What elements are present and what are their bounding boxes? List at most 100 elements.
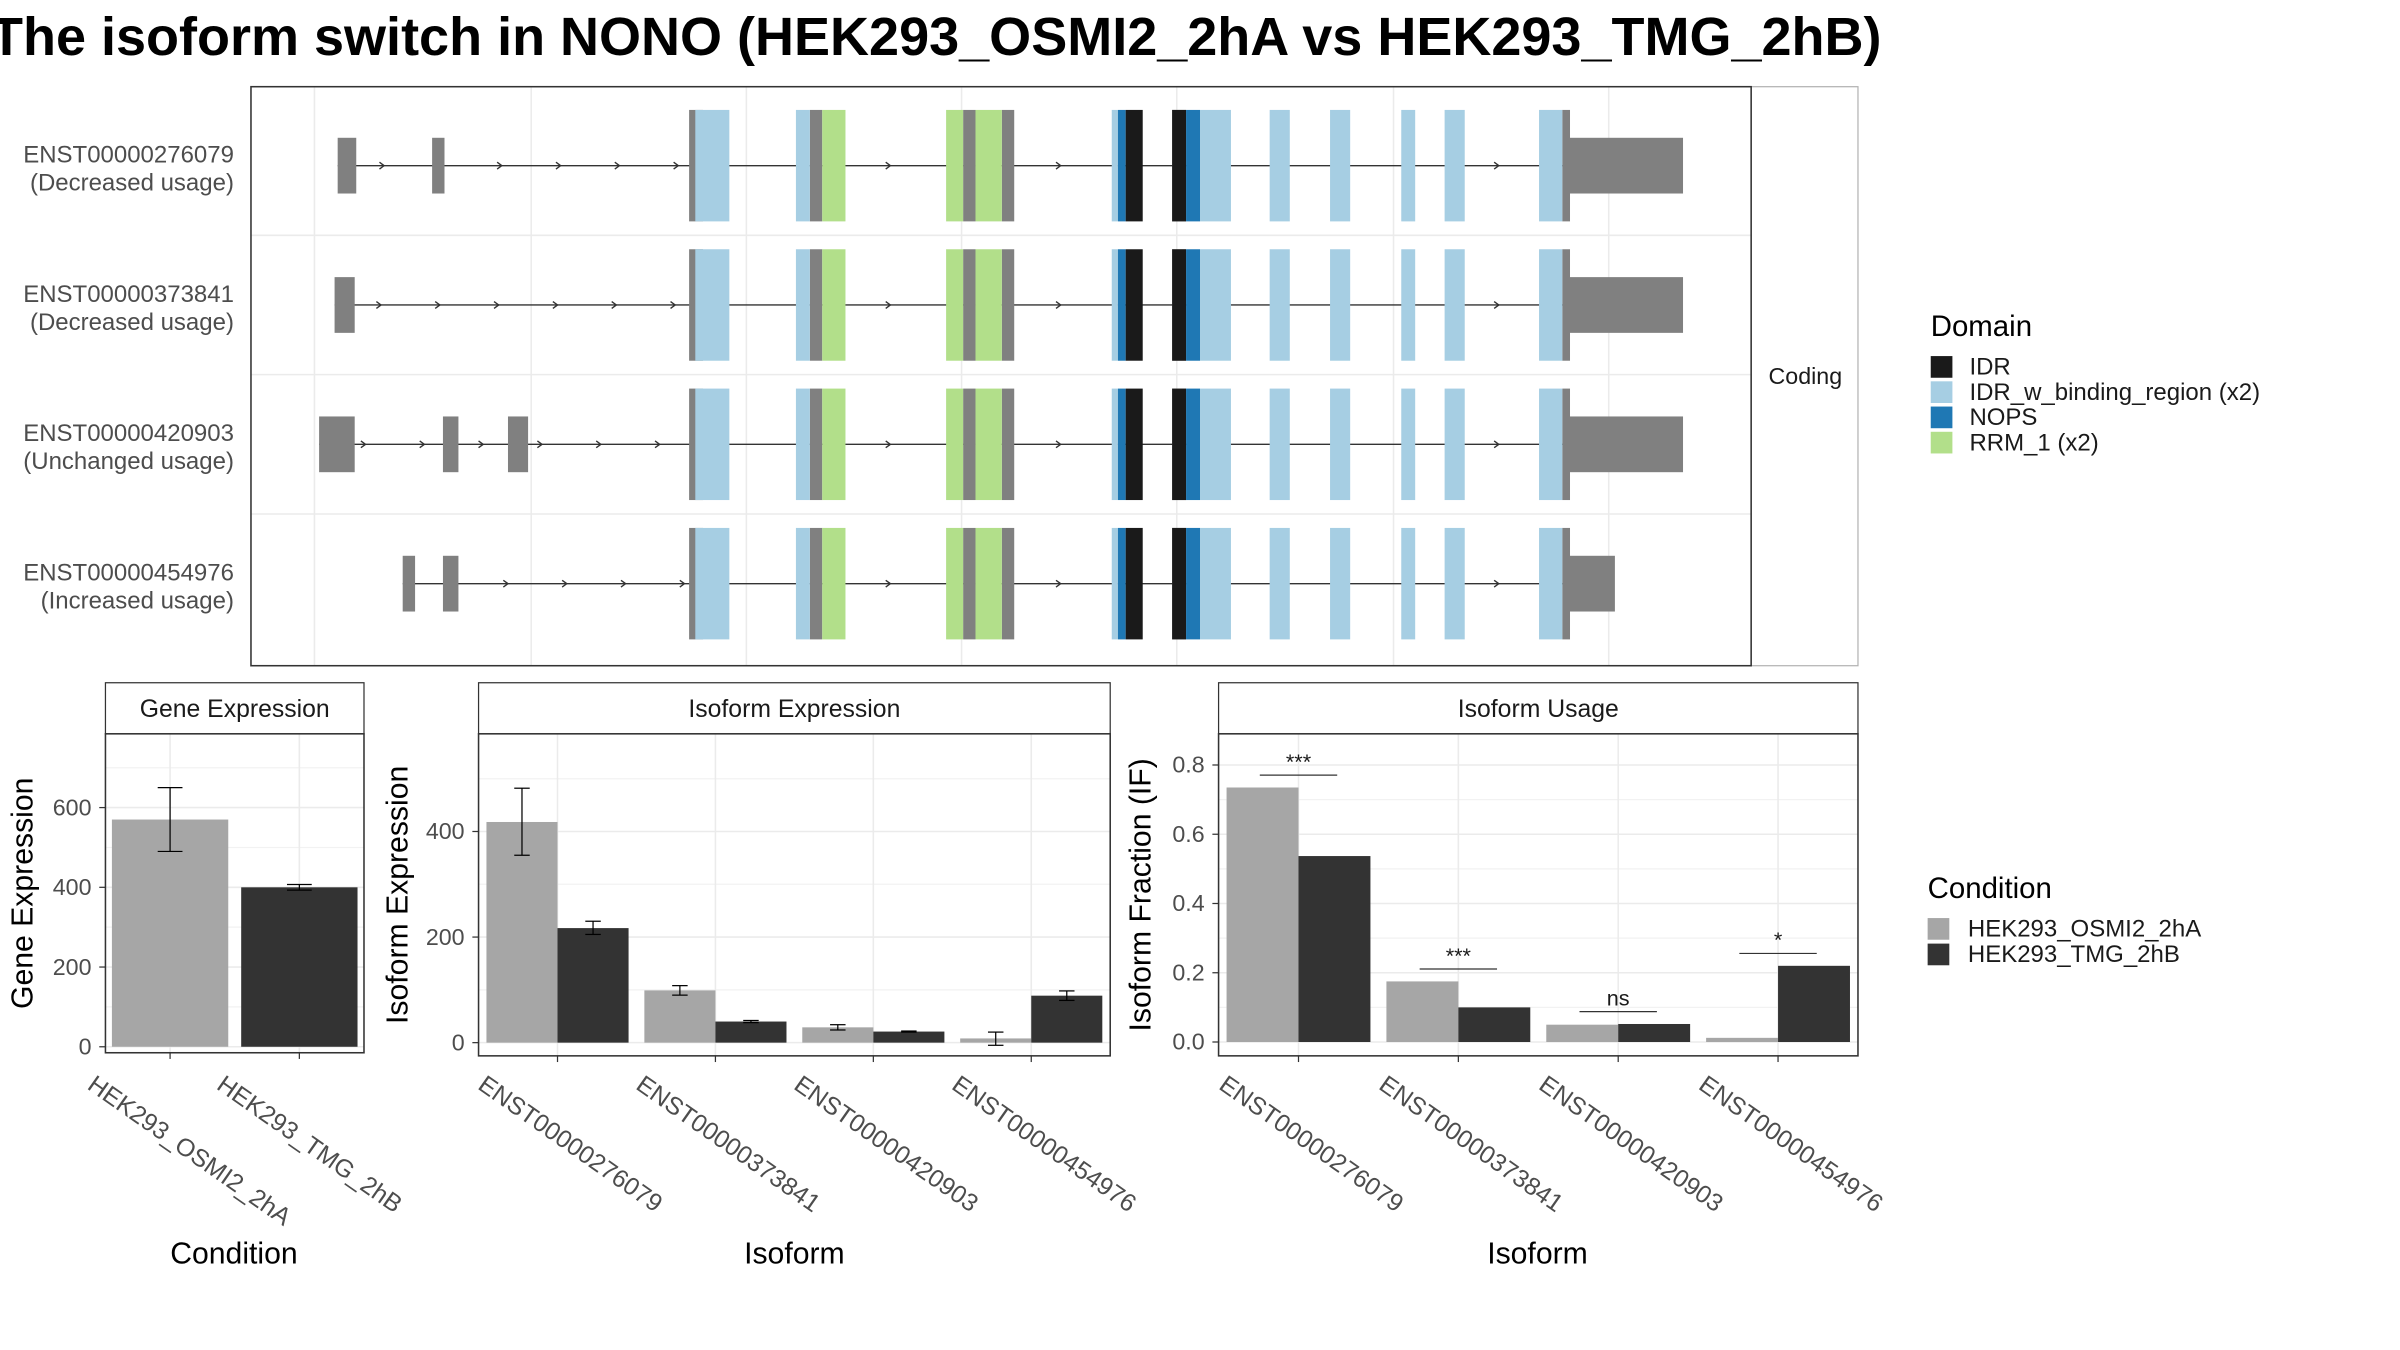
domain-block — [1330, 527, 1351, 640]
domain-block — [1117, 388, 1126, 501]
intron-direction-arrow — [614, 161, 621, 170]
domain-legend-label: RRM_1 (x2) — [1969, 429, 2098, 456]
domain-block — [1172, 249, 1187, 361]
domain-block — [822, 388, 846, 501]
transcript-id-label: ENST00000420903 — [23, 420, 234, 447]
y-axis-label: Isoform Fraction (IF) — [1124, 758, 1157, 1031]
utr-exon — [507, 416, 529, 473]
transcript-id-label: ENST00000454976 — [23, 560, 234, 587]
domain-block — [1186, 388, 1200, 501]
domain-block — [1539, 109, 1563, 222]
domain-legend-label: NOPS — [1969, 404, 2037, 431]
isoform-usage-bar — [1618, 1023, 1691, 1042]
y-tick-label: 0.2 — [1172, 959, 1204, 985]
intron-direction-arrow — [670, 301, 677, 309]
domain-block — [1172, 527, 1187, 640]
utr3-exon — [1566, 137, 1684, 194]
domain-block — [1401, 527, 1416, 640]
isoform-expression-bar — [644, 990, 716, 1043]
domain-block — [1111, 388, 1118, 501]
domain-legend-swatch — [1930, 381, 1953, 403]
domain-block — [1117, 527, 1126, 640]
domain-block — [975, 527, 1002, 640]
isoform-expression-bar — [486, 821, 558, 1043]
domain-block — [795, 527, 810, 640]
domain-block — [1200, 109, 1231, 222]
significance-label: ns — [1607, 985, 1630, 1010]
intron-direction-arrow — [885, 440, 892, 449]
coding-exon — [1001, 388, 1015, 501]
domain-block — [1186, 249, 1200, 361]
coding-exon — [1001, 249, 1015, 361]
panel-border — [1217, 733, 1859, 1057]
isoform-usage-bar — [1386, 981, 1459, 1042]
domain-block — [1269, 388, 1290, 501]
domain-block — [1125, 527, 1143, 640]
y-tick-label: 400 — [426, 818, 465, 844]
structure-strip — [1750, 86, 1859, 667]
intron-direction-arrow — [1493, 161, 1500, 170]
intron-direction-arrow — [885, 161, 892, 170]
domain-legend-swatch — [1930, 431, 1953, 454]
condition-legend-label: HEK293_TMG_2hB — [1968, 941, 2180, 968]
panel-strip — [104, 682, 365, 735]
y-tick-label: 0 — [79, 1034, 92, 1060]
domain-block — [795, 109, 810, 222]
panel-strip-title: Gene Expression — [140, 696, 330, 723]
intron-direction-arrow — [555, 161, 562, 170]
isoform-expression-bar — [1031, 995, 1103, 1043]
utr-exon — [442, 416, 459, 473]
isoform-expression-bar — [557, 928, 629, 1043]
y-tick-label: 0 — [452, 1029, 465, 1055]
isoform-usage-bar — [1546, 1024, 1619, 1042]
utr-exon — [334, 277, 355, 333]
structure-strip-label: Coding — [1769, 363, 1843, 389]
intron-direction-arrow — [673, 161, 680, 170]
structure-panel-border — [250, 85, 1752, 667]
domain-block — [1401, 388, 1416, 501]
domain-block — [1269, 109, 1290, 222]
domain-block — [946, 388, 964, 501]
coding-exon — [809, 249, 823, 361]
x-tick-label: HEK293_OSMI2_2hA — [83, 1071, 296, 1232]
y-tick-label: 0.6 — [1172, 821, 1204, 847]
domain-block — [1444, 109, 1465, 222]
domain-block — [695, 109, 730, 222]
utr-exon — [402, 555, 416, 612]
y-tick-label: 200 — [53, 954, 92, 980]
domain-block — [795, 249, 810, 361]
domain-legend-swatch — [1930, 356, 1953, 378]
significance-label: *** — [1446, 943, 1472, 968]
domain-block — [975, 388, 1002, 501]
domain-block — [975, 109, 1002, 222]
x-axis-label: Condition — [170, 1237, 297, 1270]
coding-exon — [1562, 527, 1571, 640]
isoform-usage-bar — [1706, 1037, 1779, 1042]
domain-block — [1111, 527, 1118, 640]
domain-legend-swatch — [1930, 406, 1953, 429]
intron-direction-arrow — [493, 301, 500, 309]
intron-direction-arrow — [1055, 579, 1062, 588]
page-title: The isoform switch in NONO (HEK293_OSMI2… — [0, 7, 1882, 67]
coding-exon — [1562, 388, 1571, 501]
domain-block — [1330, 109, 1351, 222]
domain-block — [1125, 249, 1143, 361]
domain-block — [1172, 388, 1187, 501]
domain-block — [822, 527, 846, 640]
utr-exon — [442, 555, 459, 612]
transcript-id-label: ENST00000276079 — [23, 142, 234, 169]
intron-direction-arrow — [595, 440, 603, 449]
domain-block — [975, 249, 1002, 361]
domain-block — [1186, 527, 1200, 640]
isoform-expression-bar — [873, 1031, 945, 1043]
intron-direction-arrow — [536, 440, 544, 449]
x-axis-label: Isoform — [1487, 1237, 1588, 1270]
isoform-usage-bar — [1458, 1007, 1531, 1042]
significance-label: * — [1774, 927, 1783, 952]
intron-direction-arrow — [502, 579, 510, 588]
intron-direction-arrow — [1055, 301, 1062, 309]
panel-strip-title: Isoform Usage — [1458, 696, 1619, 723]
coding-exon — [963, 388, 976, 501]
isoform-expression-bar — [802, 1027, 874, 1043]
